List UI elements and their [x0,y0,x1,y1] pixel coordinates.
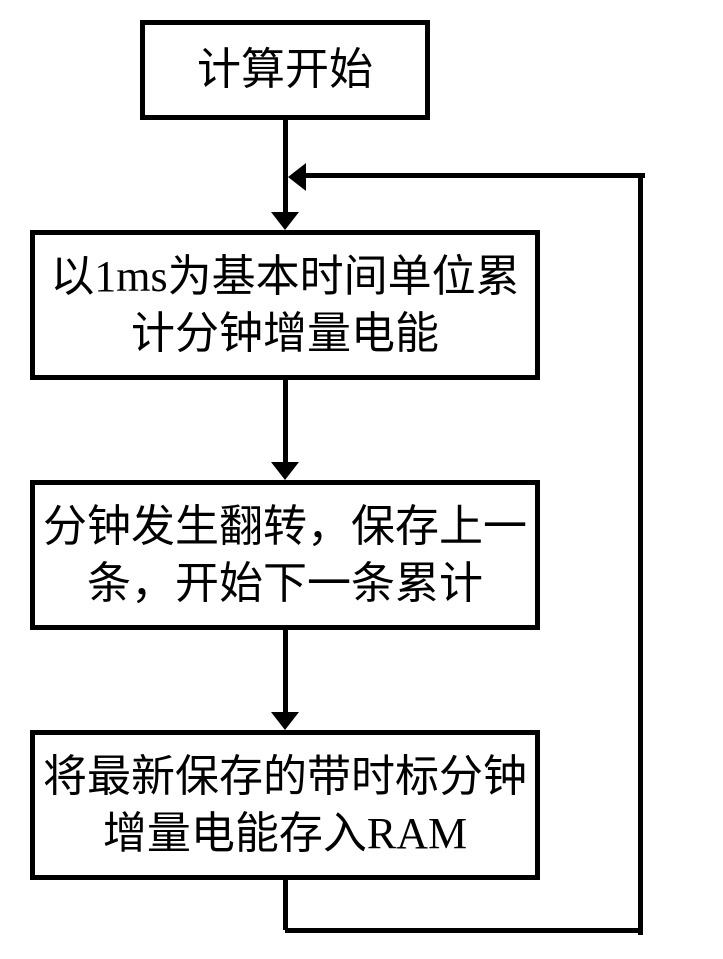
flowchart-node-step2-label: 分钟发生翻转，保存上一条，开始下一条累计 [43,498,527,612]
flowchart-node-step2: 分钟发生翻转，保存上一条，开始下一条累计 [30,480,540,630]
flowchart-node-start-label: 计算开始 [197,41,373,98]
flowchart-canvas: 计算开始 以1ms为基本时间单位累计分钟增量电能 分钟发生翻转，保存上一条，开始… [0,0,723,959]
flowchart-node-start: 计算开始 [140,20,430,120]
flowchart-node-step3: 将最新保存的带时标分钟增量电能存入RAM [30,730,540,880]
flowchart-node-step1: 以1ms为基本时间单位累计分钟增量电能 [30,230,540,380]
flowchart-node-step3-label: 将最新保存的带时标分钟增量电能存入RAM [43,748,527,862]
flowchart-node-step1-label: 以1ms为基本时间单位累计分钟增量电能 [43,248,527,362]
